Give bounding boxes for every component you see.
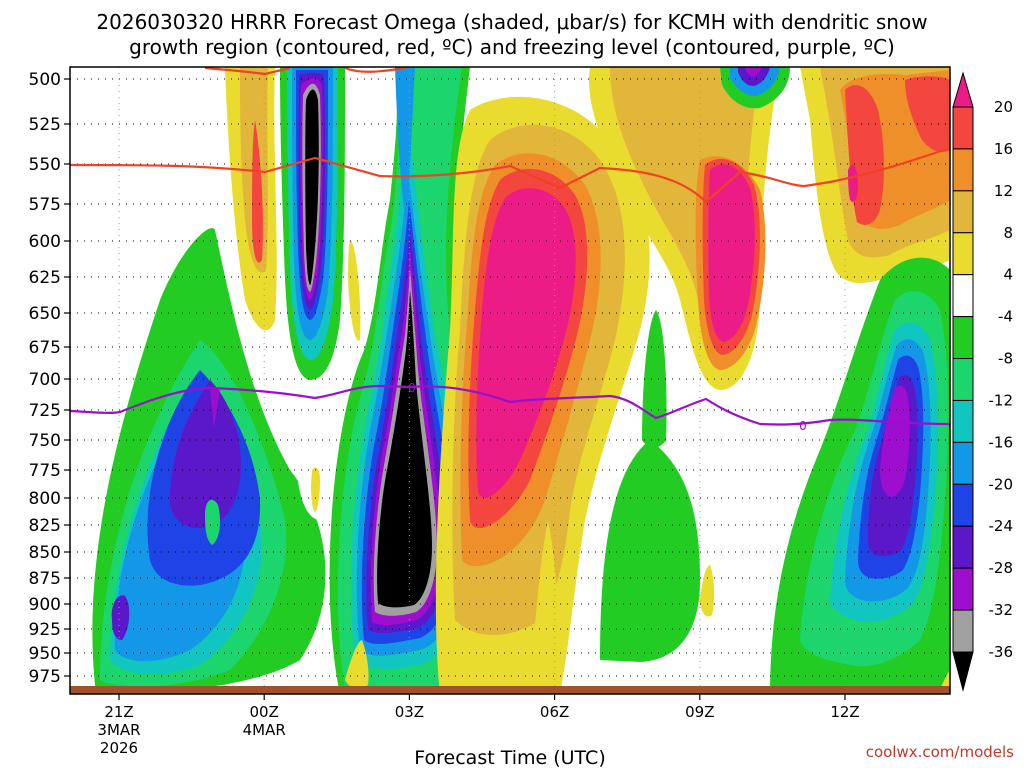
x-tick-label: 00Z <box>250 703 279 721</box>
colorbar-swatch <box>952 274 974 318</box>
x-tick-label: 2026 <box>100 739 138 757</box>
omega-shade-region <box>905 76 950 152</box>
omega-shade-region <box>70 560 96 694</box>
y-tick-label: 925 <box>29 620 61 640</box>
y-tick-label: 600 <box>29 232 61 252</box>
colorbar-swatch <box>952 525 974 569</box>
y-axis: 500 525 550 575 600 625 650 675 700 725 750 775 800 8… <box>29 70 70 687</box>
omega-shade-region <box>700 565 715 617</box>
omega-shade-region <box>348 240 361 341</box>
colorbar-label: -32 <box>989 601 1014 619</box>
x-tick-label: 06Z <box>540 703 569 721</box>
freezing-level-label: 0 <box>799 419 807 433</box>
freezing-level-spike <box>210 390 220 428</box>
y-tick-label: 550 <box>29 155 61 175</box>
omega-shade-region <box>252 120 263 263</box>
x-tick-label: 21Z <box>104 703 133 721</box>
colorbar-label: -12 <box>989 391 1014 409</box>
omega-shade-region <box>530 520 560 694</box>
colorbar-label: -8 <box>998 350 1013 368</box>
y-tick-label: 950 <box>29 644 61 664</box>
x-tick-label: 09Z <box>685 703 714 721</box>
omega-shade-region <box>476 188 576 498</box>
x-tick-label: 4MAR <box>243 721 286 739</box>
colorbar-label: -20 <box>989 475 1014 493</box>
x-axis-label: Forecast Time (UTC) <box>414 747 605 768</box>
omega-shade-region <box>305 89 319 285</box>
omega-shading <box>70 67 950 694</box>
omega-shade-region <box>205 499 220 545</box>
colorbar-label: 4 <box>1003 266 1013 284</box>
x-tick-label: 12Z <box>830 703 859 721</box>
x-tick-label: 03Z <box>395 703 424 721</box>
colorbar-label: 20 <box>994 98 1013 116</box>
colorbar-label: 12 <box>994 182 1013 200</box>
colorbar-label: -28 <box>989 559 1014 577</box>
omega-shade-region <box>708 164 755 342</box>
freezing-level-label: 0 <box>408 381 416 395</box>
y-tick-label: 700 <box>29 370 61 390</box>
omega-shade-region <box>170 380 241 529</box>
y-tick-label: 675 <box>29 338 61 358</box>
omega-shade-region <box>880 385 910 497</box>
contour-lines: 00 <box>70 67 950 433</box>
colorbar-swatch <box>952 441 974 485</box>
colorbar-label: 16 <box>994 140 1013 158</box>
colorbar-swatch <box>952 399 974 443</box>
colorbar-label: -36 <box>989 643 1014 661</box>
omega-shade-region <box>111 595 130 640</box>
y-tick-label: 900 <box>29 595 61 615</box>
colorbar-label: -16 <box>989 433 1014 451</box>
chart-title-line1: 2026030320 HRRR Forecast Omega (shaded, … <box>96 10 927 34</box>
dgz-contour-lower <box>70 146 950 204</box>
y-tick-label: 825 <box>29 516 61 536</box>
omega-shade-region <box>848 165 858 202</box>
omega-shade-region <box>395 67 415 220</box>
plot-area: 00 <box>69 66 951 695</box>
y-tick-label: 650 <box>29 304 61 324</box>
omega-shade-region <box>600 440 700 662</box>
colorbar-label: 8 <box>1003 224 1013 242</box>
plot-frame <box>69 66 951 695</box>
chart-title-line2: growth region (contoured, red, ºC) and f… <box>129 35 895 59</box>
colorbar-label: -24 <box>989 517 1014 535</box>
colorbar: 20 16 12 8 4 -4 -8 -12 -16 -20 -24 -28 -32 -36 <box>952 71 1014 692</box>
colorbar-swatch <box>952 609 974 653</box>
y-tick-label: 525 <box>29 115 61 135</box>
freezing-level-contour <box>70 384 950 426</box>
omega-shade-region <box>311 467 320 512</box>
y-tick-label: 750 <box>29 431 61 451</box>
y-tick-label: 975 <box>29 667 61 687</box>
y-tick-label: 500 <box>29 70 61 90</box>
colorbar-swatch <box>952 358 974 401</box>
y-tick-label: 800 <box>29 489 61 509</box>
colorbar-swatch <box>952 483 974 527</box>
colorbar-swatch <box>952 567 974 611</box>
colorbar-label: -4 <box>998 308 1013 326</box>
colorbar-swatch <box>952 106 974 150</box>
dgz-contour-upper <box>204 67 406 76</box>
x-tick-label: 3MAR <box>97 721 140 739</box>
colorbar-arrow-low <box>952 651 974 692</box>
y-tick-label: 775 <box>29 461 61 481</box>
colorbar-swatch <box>952 148 974 192</box>
colorbar-swatch <box>952 190 974 234</box>
ground-strip <box>70 686 950 694</box>
colorbar-arrow-high <box>952 71 974 108</box>
y-tick-label: 850 <box>29 543 61 563</box>
grid-lines <box>70 67 950 694</box>
credit-text: coolwx.com/models <box>866 743 1014 761</box>
colorbar-swatch <box>952 232 974 276</box>
y-tick-label: 625 <box>29 268 61 288</box>
omega-shade-region <box>745 67 762 77</box>
y-tick-label: 875 <box>29 569 61 589</box>
y-tick-label: 725 <box>29 401 61 421</box>
y-tick-label: 575 <box>29 195 61 215</box>
omega-shade-region <box>377 290 432 608</box>
colorbar-swatch <box>952 316 974 360</box>
